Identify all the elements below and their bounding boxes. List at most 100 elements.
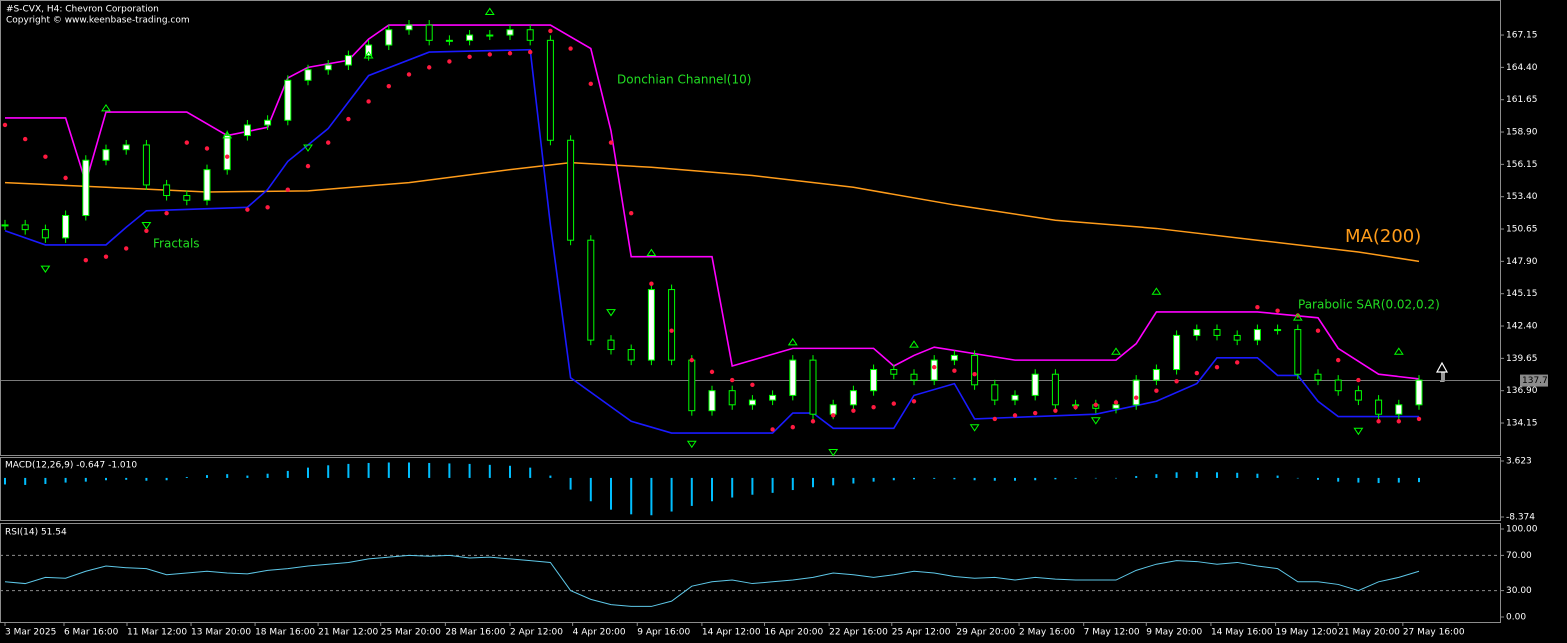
macd-bar: [4, 477, 6, 485]
fractal-up: [909, 340, 919, 348]
sar-dot: [1214, 364, 1220, 370]
macd-bar: [428, 462, 431, 478]
macd-bar: [488, 464, 491, 478]
sar-dot: [629, 210, 634, 216]
sar-dot: [1174, 379, 1179, 384]
macd-bar: [993, 477, 996, 481]
x-tick-label: 2 Apr 12:00: [510, 628, 563, 638]
candle-body: [486, 34, 494, 37]
sar-dot: [406, 72, 412, 77]
candle-body: [506, 29, 514, 36]
y-tick-label: 139.65: [1506, 354, 1538, 364]
sar-dot: [1154, 388, 1159, 393]
sar-dot: [103, 254, 109, 259]
sar-dot: [386, 83, 391, 89]
sar-label: Parabolic SAR(0.02,0.2): [1298, 298, 1440, 312]
x-tick-label: 19 May 12:00: [1276, 628, 1338, 638]
candle-body: [890, 369, 898, 375]
sar-dot: [810, 419, 816, 424]
candle-body: [264, 119, 272, 126]
macd-bar: [1337, 477, 1340, 482]
sar-dot: [225, 154, 230, 159]
fractal-up: [787, 337, 798, 346]
fractals-label: Fractals: [153, 237, 200, 251]
sar-dot: [1376, 419, 1381, 424]
fractal-up: [1151, 287, 1162, 295]
candle-body: [304, 69, 312, 81]
x-tick-label: 2 May 16:00: [1019, 628, 1075, 638]
x-tick-label: 14 Apr 12:00: [702, 628, 761, 638]
candle-body: [466, 34, 474, 41]
macd-bar: [307, 467, 309, 478]
macd-bar: [973, 477, 976, 481]
last-price-box: [1520, 374, 1548, 387]
candle-body: [849, 390, 857, 406]
candle-body: [142, 144, 150, 186]
macd-bar: [1155, 474, 1158, 478]
x-tick-label: 7 May 12:00: [1084, 628, 1140, 638]
sar-dot: [1396, 419, 1402, 424]
candle-body: [607, 339, 615, 351]
macd-bar: [1115, 477, 1117, 479]
fractal-up: [1292, 313, 1303, 321]
sar-dot: [184, 140, 189, 145]
donchian-lower: [4, 48, 1419, 434]
fractal-up: [1393, 347, 1404, 355]
macd-bar: [872, 477, 875, 482]
candle-body: [688, 359, 696, 412]
y-tick-label: 134.15: [1506, 419, 1538, 429]
macd-bar: [1074, 477, 1077, 479]
x-tick-label: 13 Mar 20:00: [191, 628, 251, 638]
fractal-up: [646, 248, 657, 256]
y-tick-label: 150.65: [1506, 225, 1538, 235]
sar-dot: [346, 116, 351, 122]
sar-dot: [992, 416, 997, 422]
macd-panel-frame: [0, 457, 1501, 521]
fractal-down: [686, 440, 697, 449]
candle-body: [425, 24, 433, 41]
candle-body: [203, 169, 211, 201]
candle-body: [365, 44, 373, 57]
macd-bar: [549, 475, 552, 478]
macd-bar: [1175, 472, 1178, 478]
candle-body: [1, 224, 9, 227]
sar-dot: [750, 382, 755, 388]
candle-body: [102, 149, 110, 161]
y-tick-label: 156.15: [1506, 160, 1538, 170]
candle-body: [991, 384, 999, 401]
fractal-down: [969, 424, 980, 432]
chart-subtitle: Copyright © www.keenbase-trading.com: [6, 16, 190, 26]
candle-body: [1375, 399, 1383, 415]
sar-dot: [1134, 395, 1139, 400]
macd-bar: [206, 475, 208, 478]
macd-bar: [1034, 477, 1037, 481]
x-tick-label: 14 May 16:00: [1211, 628, 1273, 638]
x-tick-label: 25 Mar 20:00: [381, 628, 441, 638]
sar-dot: [63, 175, 68, 181]
y-tick-label: 167.15: [1506, 31, 1538, 41]
sar-dot: [204, 146, 210, 151]
macd-bar: [1418, 477, 1420, 483]
y-tick-label: 100.00: [1506, 525, 1538, 535]
candle-body: [1395, 404, 1403, 415]
x-tick-label: 9 May 20:00: [1146, 628, 1202, 638]
sar-dot: [2, 122, 8, 128]
sar-dot: [709, 369, 715, 375]
sar-dot: [730, 377, 735, 383]
macd-bar: [387, 462, 390, 478]
fractal-down: [40, 265, 51, 273]
sar-dot: [23, 136, 28, 142]
y-tick-label: 153.40: [1506, 192, 1538, 202]
x-tick-label: 16 Apr 20:00: [765, 628, 824, 638]
macd-bar: [367, 462, 370, 478]
candle-body: [1354, 390, 1362, 401]
sar-dot: [164, 210, 169, 216]
macd-bar: [1317, 477, 1319, 480]
candle-body: [870, 369, 878, 392]
macd-bar: [165, 477, 168, 481]
candle-body: [910, 373, 918, 381]
macd-bar: [751, 477, 754, 495]
macd-bar: [1377, 477, 1380, 484]
sar-dot: [649, 281, 654, 286]
